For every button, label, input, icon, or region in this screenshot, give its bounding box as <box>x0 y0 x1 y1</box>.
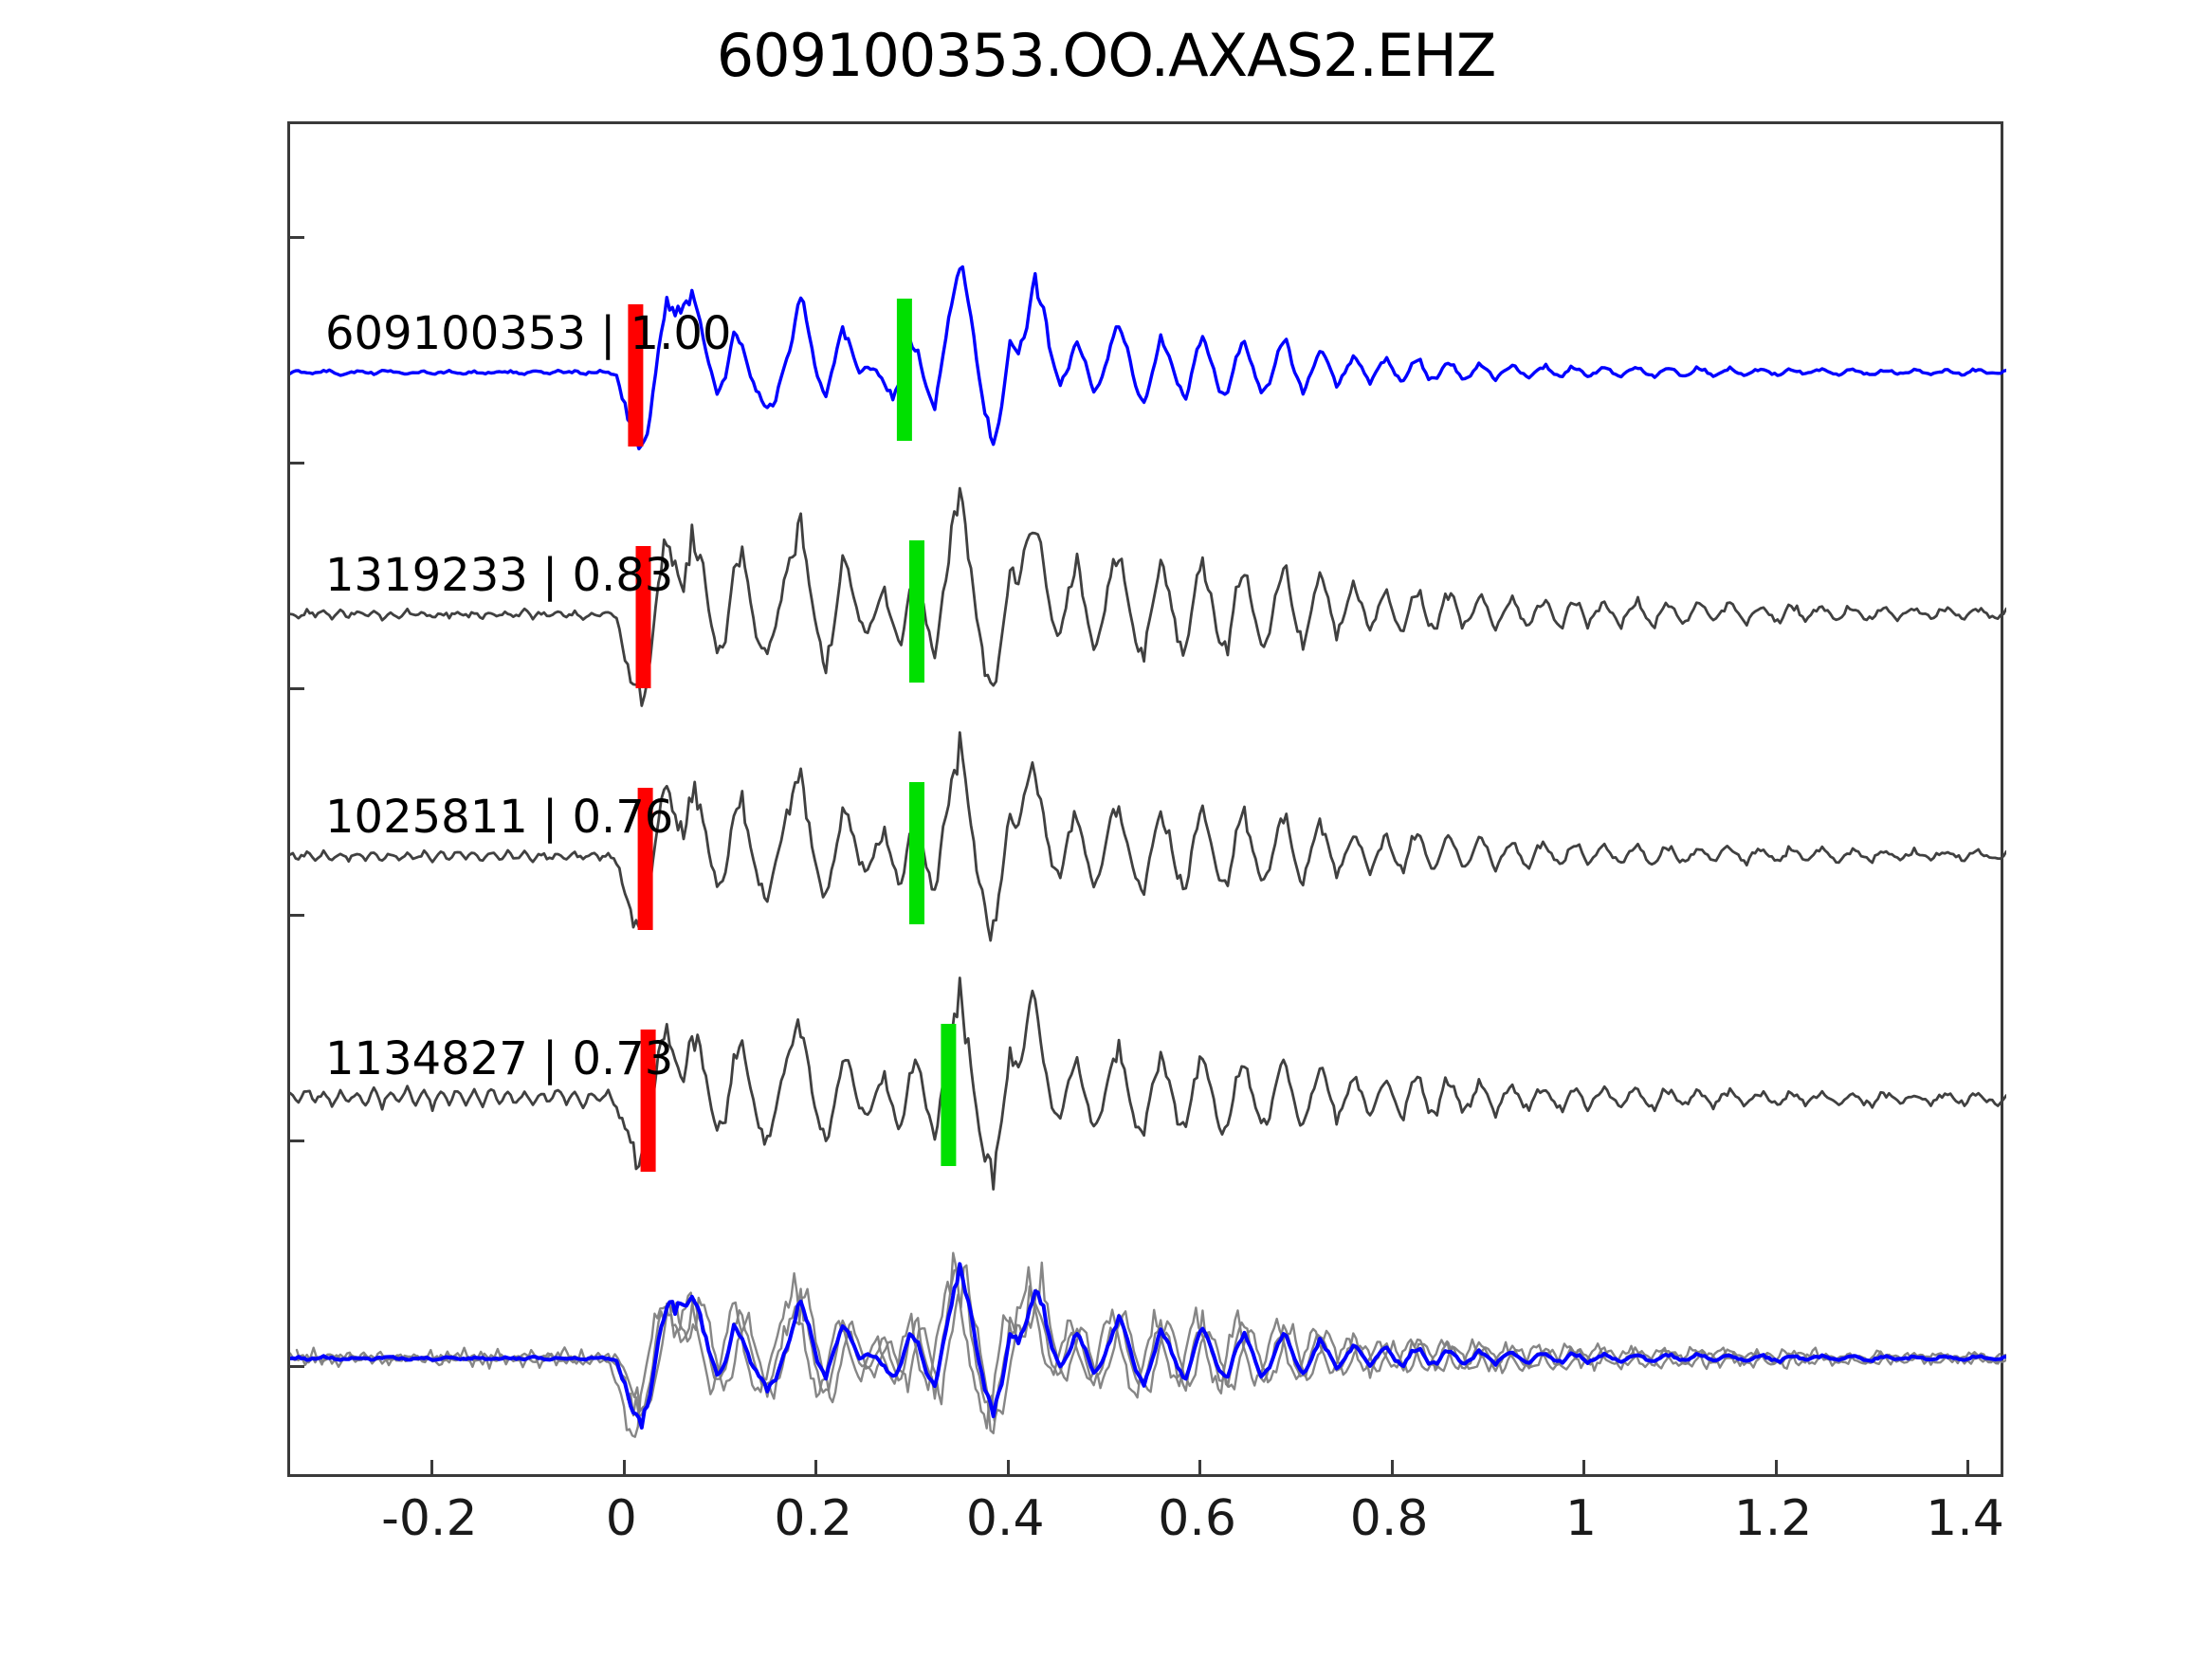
y-axis-tick <box>289 1139 304 1142</box>
y-axis-tick <box>289 1365 304 1369</box>
x-axis-tick <box>1390 1460 1394 1475</box>
y-axis-tick <box>289 235 304 239</box>
x-axis-tick-label: 1 <box>1565 1490 1598 1547</box>
p-pick-marker-1319233 <box>635 546 651 688</box>
p-pick-marker-1134827 <box>640 1030 656 1172</box>
s-pick-marker-1025811 <box>909 782 924 924</box>
stack-overlay-trace-1134827 <box>295 1261 2006 1422</box>
trace-label-1319233: 1319233 | 0.83 <box>325 549 674 602</box>
x-axis-tick <box>430 1460 434 1475</box>
x-axis-tick-label: 1.2 <box>1733 1490 1813 1547</box>
x-axis-tick-label: 1.4 <box>1926 1490 2004 1547</box>
x-axis-tick-label: 0.2 <box>774 1490 853 1547</box>
x-axis-tick-label: 0.4 <box>965 1490 1045 1547</box>
x-axis-tick <box>814 1460 818 1475</box>
stack-overlay-trace-1025811 <box>290 1264 2006 1435</box>
x-axis-tick <box>1774 1460 1778 1475</box>
page-title: 609100353.OO.AXAS2.EHZ <box>716 21 1497 90</box>
y-axis-tick <box>289 913 304 917</box>
plot-axes <box>287 121 2006 1477</box>
waveform-trace-1134827 <box>290 976 2006 1191</box>
waveform-plot <box>290 264 2006 1438</box>
x-axis-tick <box>1582 1460 1586 1475</box>
p-pick-marker-609100353 <box>628 304 644 447</box>
y-axis-tick <box>289 687 304 691</box>
x-axis-tick-label: 0.8 <box>1349 1490 1429 1547</box>
trace-label-609100353: 609100353 | 1.00 <box>325 307 732 360</box>
x-axis-tick <box>1198 1460 1202 1475</box>
waveform-trace-1025811 <box>290 731 2006 942</box>
s-pick-marker-1134827 <box>941 1024 957 1166</box>
waveform-trace-1319233 <box>290 486 2006 707</box>
s-pick-marker-609100353 <box>896 299 912 441</box>
y-axis-tick <box>289 462 304 465</box>
x-axis-tick <box>622 1460 626 1475</box>
s-pick-marker-1319233 <box>909 540 924 683</box>
waveform-trace-609100353 <box>290 264 2006 451</box>
stack-template-trace <box>290 1262 2006 1430</box>
x-axis-tick-label: 0.6 <box>1158 1490 1237 1547</box>
stack-overlay-trace-1319233 <box>290 1251 2002 1438</box>
x-axis-tick <box>1006 1460 1010 1475</box>
trace-label-1025811: 1025811 | 0.76 <box>325 791 674 844</box>
x-axis-tick-label: 0 <box>605 1490 637 1547</box>
trace-label-1134827: 1134827 | 0.73 <box>325 1032 674 1085</box>
p-pick-marker-1025811 <box>637 788 653 930</box>
x-axis-tick-label: -0.2 <box>381 1490 478 1547</box>
x-axis-tick <box>1966 1460 1969 1475</box>
